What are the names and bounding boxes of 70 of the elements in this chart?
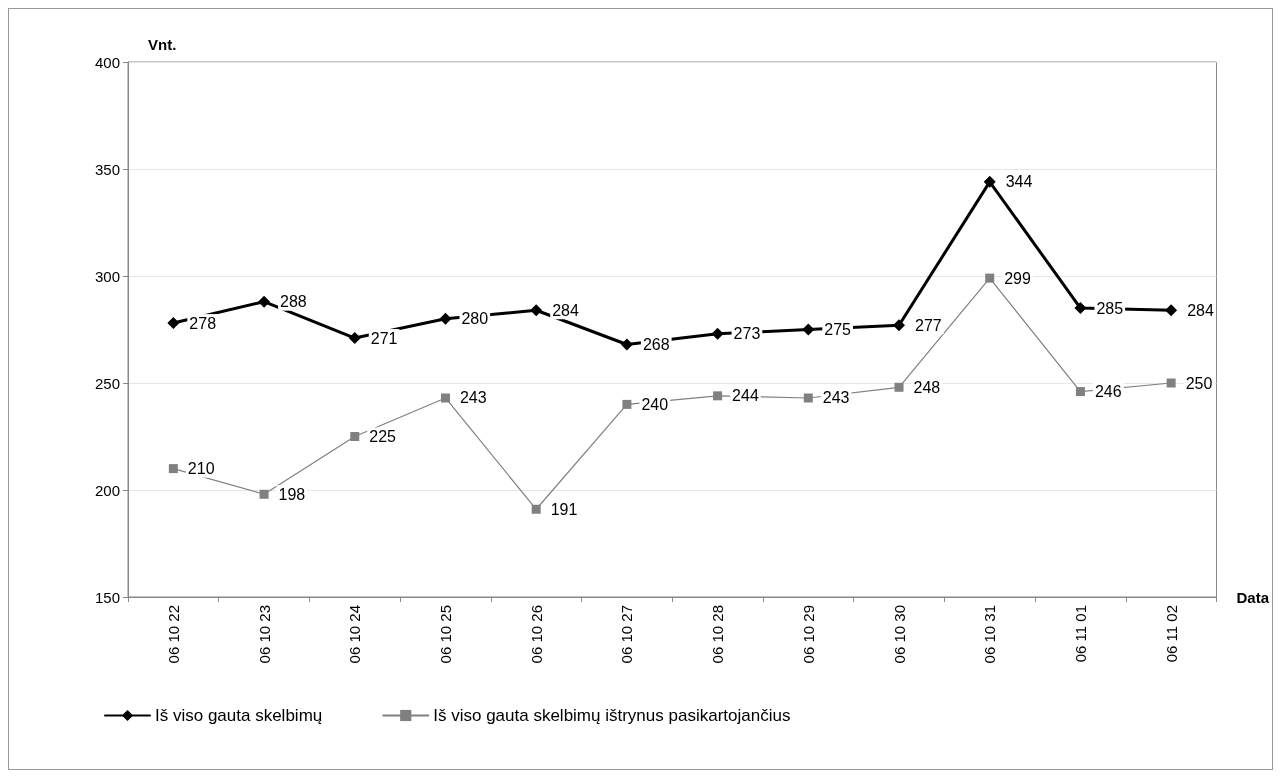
y-tick-label: 200 [94, 481, 120, 499]
point [620, 338, 633, 351]
data-label: 288 [280, 293, 307, 311]
y-tick-label: 400 [94, 53, 120, 71]
point [711, 327, 724, 340]
point [168, 464, 178, 474]
data-label: 278 [189, 314, 217, 332]
point [530, 304, 543, 317]
x-axis-title: Data [1236, 588, 1270, 606]
data-label: 250 [1185, 374, 1213, 392]
point [803, 393, 813, 403]
x-tick-label: 06 11 02 [1162, 605, 1180, 663]
x-tick-label: 06 10 26 [527, 605, 545, 664]
y-tick-label: 300 [94, 267, 120, 285]
point [259, 489, 269, 499]
legend-label: Iš viso gauta skelbimų [155, 706, 323, 725]
y-tick-label: 350 [94, 160, 120, 178]
legend-label: Iš viso gauta skelbimų ištrynus pasikartojančius [433, 706, 791, 725]
point [802, 323, 815, 336]
data-label: 246 [1094, 383, 1122, 401]
y-tick-label: 150 [94, 588, 120, 606]
point [622, 399, 632, 409]
data-label: 240 [641, 395, 669, 413]
data-label: 284 [552, 301, 579, 319]
data-label: 271 [370, 329, 398, 347]
x-tick-label: 06 11 01 [1071, 605, 1089, 663]
point [1074, 302, 1087, 315]
point [713, 391, 723, 401]
x-tick-label: 06 10 31 [981, 605, 999, 664]
data-label: 191 [550, 500, 578, 518]
x-tick-label: 06 10 28 [709, 605, 727, 664]
point [440, 393, 450, 403]
data-label: 344 [1005, 173, 1033, 191]
x-tick-label: 06 10 29 [799, 605, 817, 664]
x-tick-label: 06 10 27 [618, 605, 636, 664]
y-axis-title: Vnt. [148, 36, 177, 53]
data-label: 277 [915, 316, 942, 334]
point [893, 319, 906, 332]
data-label: 284 [1187, 301, 1214, 319]
data-label: 244 [732, 387, 759, 405]
data-label: 243 [822, 389, 850, 407]
data-label: 275 [824, 321, 852, 338]
point [258, 295, 271, 308]
data-label: 285 [1096, 299, 1124, 317]
data-label: 243 [459, 389, 487, 407]
data-label: 280 [461, 310, 489, 328]
data-label: 210 [187, 460, 215, 478]
x-tick-label: 06 10 30 [890, 605, 908, 664]
point [1165, 304, 1178, 317]
point [1166, 378, 1176, 388]
point [167, 317, 180, 330]
data-label: 198 [278, 485, 306, 503]
y-tick-label: 250 [94, 374, 120, 392]
data-label: 268 [642, 335, 670, 353]
data-label: 248 [913, 378, 941, 396]
point [348, 332, 361, 345]
x-tick-label: 06 10 24 [346, 605, 364, 664]
point [439, 312, 452, 325]
x-tick-label: 06 10 25 [436, 605, 454, 664]
point [1075, 387, 1085, 397]
point [350, 432, 360, 441]
data-label: 299 [1004, 269, 1032, 287]
data-label: 273 [733, 325, 761, 343]
data-label: 225 [369, 428, 397, 445]
x-tick-label: 06 10 22 [164, 605, 182, 664]
point [983, 175, 996, 188]
point [894, 382, 904, 392]
point [985, 273, 995, 283]
point [531, 504, 541, 514]
x-tick-label: 06 10 23 [255, 605, 273, 664]
